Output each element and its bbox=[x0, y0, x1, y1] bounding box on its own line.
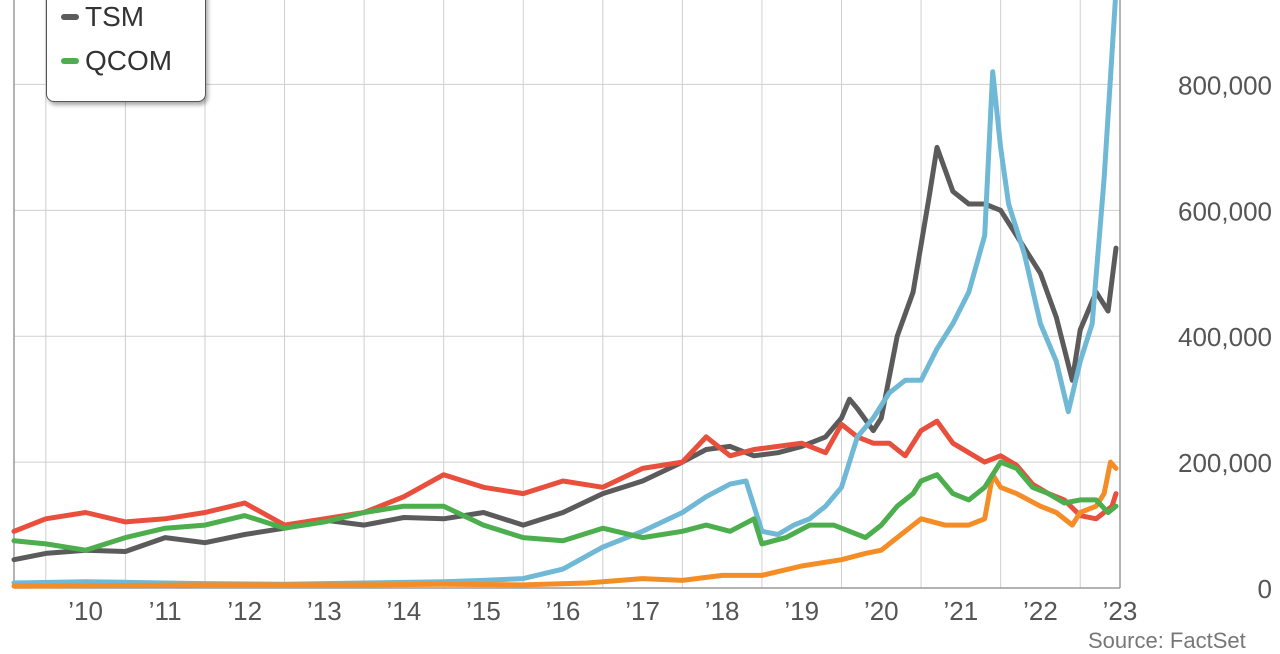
x-tick-label: ’21 bbox=[944, 596, 979, 626]
legend: TSM QCOM bbox=[46, 0, 206, 102]
x-tick-label: ’10 bbox=[68, 596, 103, 626]
line-chart: 0 200,000 400,000 600,000 800,000 ’10 ’11 ’12 ’1… bbox=[11, 0, 1272, 626]
y-tick-label: 600,000 bbox=[1178, 196, 1272, 226]
series-line-qcom bbox=[11, 459, 1119, 553]
x-tick-label: ’18 bbox=[705, 596, 740, 626]
x-tick-label: ’16 bbox=[546, 596, 581, 626]
tick-labels: 0 200,000 400,000 600,000 800,000 ’10 ’11 ’12 ’1… bbox=[68, 70, 1272, 626]
legend-entry-qcom: QCOM bbox=[61, 45, 172, 77]
legend-label-qcom: QCOM bbox=[85, 45, 173, 76]
legend-entry-tsm: TSM bbox=[61, 1, 144, 33]
y-tick-label: 200,000 bbox=[1178, 448, 1272, 478]
y-tick-label: 0 bbox=[1258, 574, 1272, 604]
x-tick-label: ’22 bbox=[1023, 596, 1058, 626]
series-line-unlabeled-3 bbox=[11, 459, 1119, 589]
x-tick-label: ’23 bbox=[1103, 596, 1138, 626]
x-tick-label: ’11 bbox=[149, 596, 182, 626]
legend-swatch-qcom bbox=[61, 58, 79, 64]
series-lines bbox=[11, 0, 1119, 589]
y-tick-label: 400,000 bbox=[1178, 322, 1272, 352]
series-line-unlabeled-1 bbox=[11, 418, 1119, 534]
legend-label-tsm: TSM bbox=[85, 1, 145, 32]
x-tick-label: ’17 bbox=[625, 596, 660, 626]
y-tick-label: 800,000 bbox=[1178, 70, 1272, 100]
source-note: Source: FactSet bbox=[1088, 628, 1246, 653]
x-tick-label: ’12 bbox=[227, 596, 262, 626]
legend-swatch-tsm bbox=[61, 14, 79, 20]
x-tick-label: ’19 bbox=[784, 596, 819, 626]
x-tick-label: ’14 bbox=[387, 596, 422, 626]
series-line-tsm bbox=[11, 144, 1119, 563]
x-tick-label: ’13 bbox=[307, 596, 342, 626]
x-tick-label: ’20 bbox=[864, 596, 899, 626]
x-tick-label: ’15 bbox=[466, 596, 501, 626]
series-line-unlabeled-2 bbox=[11, 0, 1118, 587]
